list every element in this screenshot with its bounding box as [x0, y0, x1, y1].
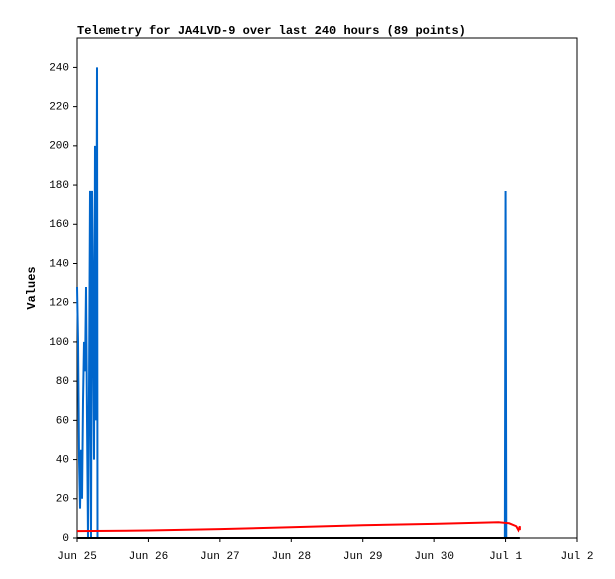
x-tick-label: Jun 28: [271, 551, 311, 563]
y-tick-label: 120: [49, 298, 69, 310]
series-line: [76, 67, 508, 539]
chart-title: Telemetry for JA4LVD-9 over last 240 hou…: [77, 24, 466, 38]
y-tick-label: 0: [62, 533, 69, 545]
y-tick-label: 100: [49, 337, 69, 349]
series-line: [76, 521, 521, 533]
y-tick-label: 160: [49, 219, 69, 231]
x-tick-label: Jun 25: [57, 551, 97, 563]
y-tick-label: 240: [49, 62, 69, 74]
y-tick-label: 60: [56, 415, 69, 427]
y-tick-label: 40: [56, 454, 69, 466]
y-tick-label: 220: [49, 102, 69, 114]
y-tick-label: 80: [56, 376, 69, 388]
y-tick-label: 200: [49, 141, 69, 153]
y-axis-label: Values: [25, 266, 39, 309]
x-tick-label: Jun 26: [129, 551, 169, 563]
x-tick-label: Jun 29: [343, 551, 383, 563]
x-tick-label: Jun 27: [200, 551, 240, 563]
x-tick-label: Jul 1: [489, 551, 522, 563]
y-tick-label: 140: [49, 258, 69, 270]
y-tick-label: 180: [49, 180, 69, 192]
x-tick-label: Jul 2: [560, 551, 593, 563]
y-tick-label: 20: [56, 494, 69, 506]
plot-frame: [76, 37, 578, 539]
x-tick-label: Jun 30: [414, 551, 454, 563]
